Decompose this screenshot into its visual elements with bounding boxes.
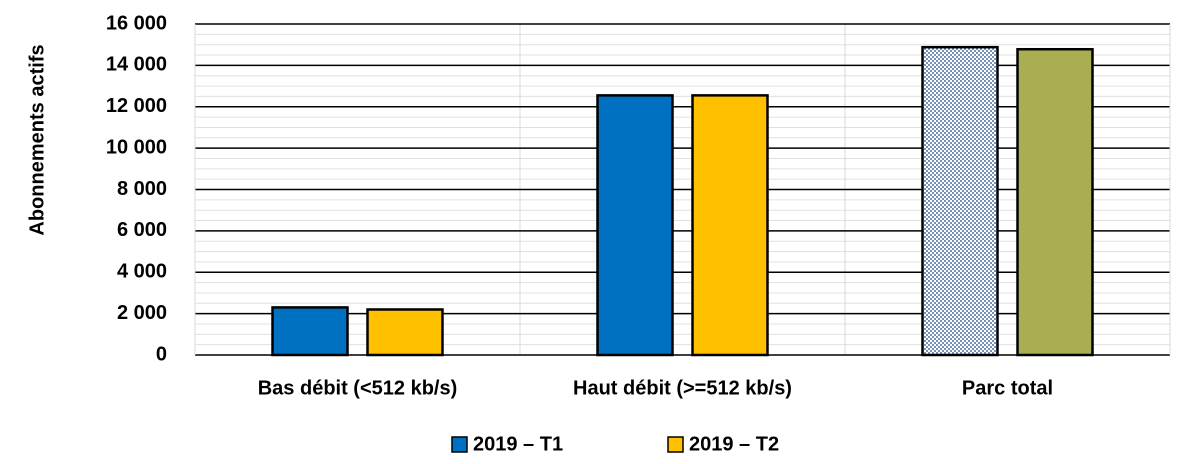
- y-axis-label: Abonnements actifs: [26, 44, 48, 235]
- x-tick-label: Parc total: [962, 377, 1053, 399]
- legend-label: 2019 – T2: [689, 433, 779, 455]
- legend-label: 2019 – T1: [473, 433, 563, 455]
- y-tick-label: 4 000: [117, 261, 167, 283]
- bar: [366, 308, 444, 357]
- y-tick-label: 8 000: [117, 178, 167, 200]
- x-tick-label: Bas débit (<512 kb/s): [258, 377, 458, 399]
- y-tick-label: 0: [156, 343, 167, 365]
- legend-swatch: [451, 436, 468, 453]
- bar: [691, 94, 769, 357]
- bar: [271, 306, 349, 357]
- x-tick-label: Haut débit (>=512 kb/s): [573, 377, 792, 399]
- y-tick-label: 2 000: [117, 302, 167, 324]
- y-tick-label: 12 000: [106, 95, 167, 117]
- bar: [1016, 47, 1094, 357]
- bar: [596, 94, 674, 357]
- bar: [921, 45, 999, 357]
- y-tick-label: 6 000: [117, 219, 167, 241]
- legend-swatch: [667, 436, 684, 453]
- y-tick-label: 10 000: [106, 136, 167, 158]
- y-tick-label: 16 000: [106, 12, 167, 34]
- y-tick-label: 14 000: [106, 54, 167, 76]
